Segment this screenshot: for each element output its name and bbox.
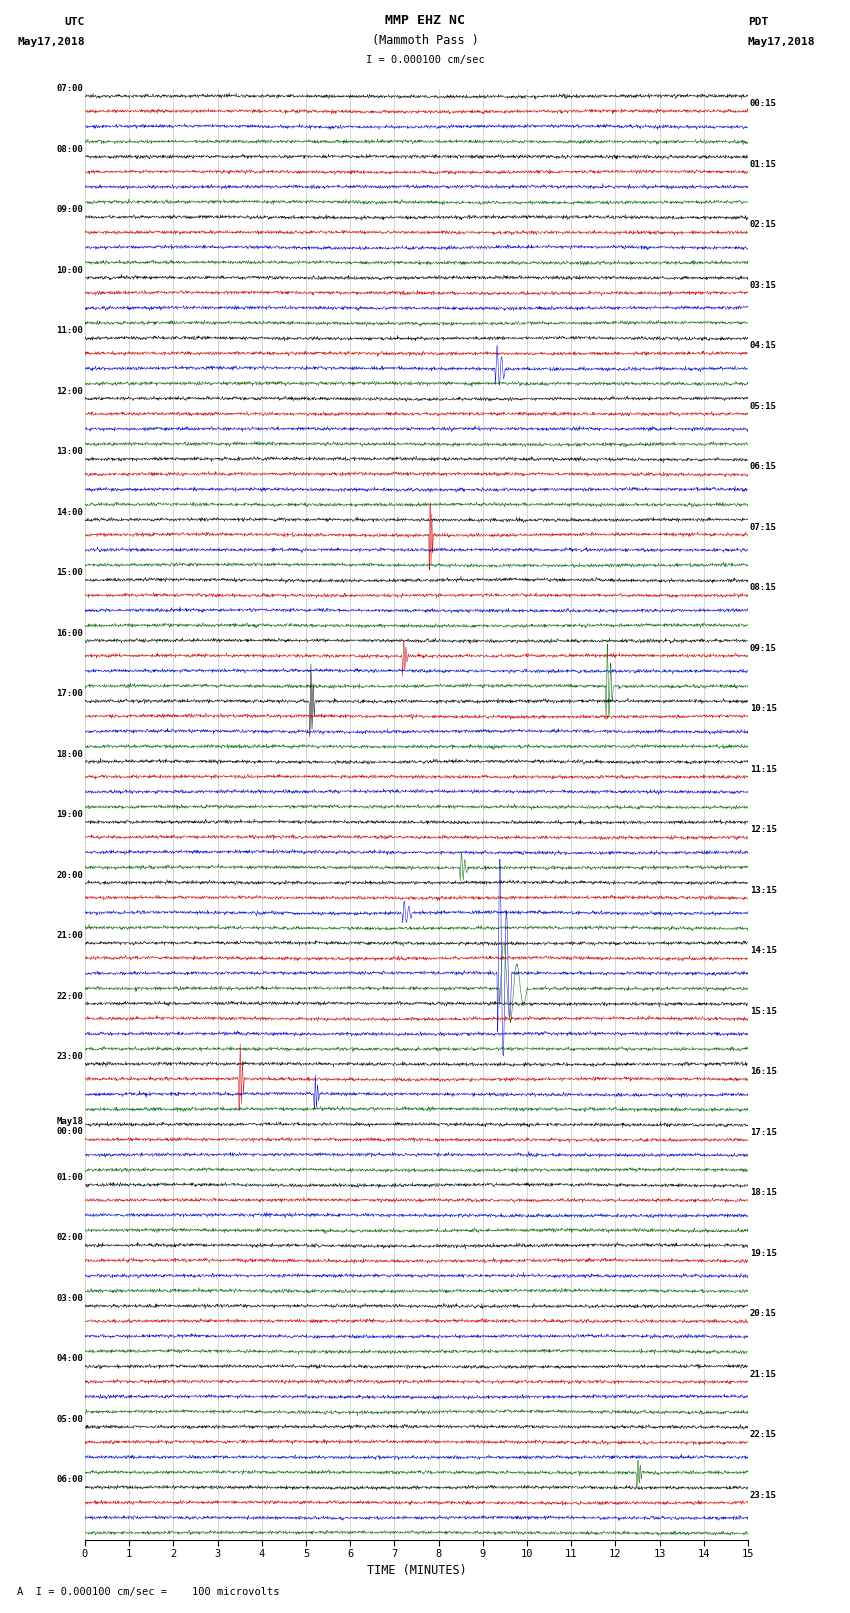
- Text: 10:00: 10:00: [56, 266, 83, 274]
- Text: 03:15: 03:15: [750, 281, 777, 290]
- Text: 20:00: 20:00: [56, 871, 83, 879]
- Text: 14:00: 14:00: [56, 508, 83, 516]
- Text: 14:15: 14:15: [750, 947, 777, 955]
- Text: 03:00: 03:00: [56, 1294, 83, 1303]
- Text: 06:00: 06:00: [56, 1476, 83, 1484]
- Text: 23:15: 23:15: [750, 1490, 777, 1500]
- Text: MMP EHZ NC: MMP EHZ NC: [385, 15, 465, 27]
- Text: 13:15: 13:15: [750, 886, 777, 895]
- Text: 00:15: 00:15: [750, 100, 777, 108]
- Text: May17,2018: May17,2018: [18, 37, 85, 47]
- Text: 17:15: 17:15: [750, 1127, 777, 1137]
- Text: 19:15: 19:15: [750, 1248, 777, 1258]
- Text: 08:00: 08:00: [56, 145, 83, 153]
- Text: 19:00: 19:00: [56, 810, 83, 819]
- Text: 20:15: 20:15: [750, 1310, 777, 1318]
- Text: 01:15: 01:15: [750, 160, 777, 169]
- Text: 01:00: 01:00: [56, 1173, 83, 1182]
- Text: UTC: UTC: [65, 18, 85, 27]
- Text: 17:00: 17:00: [56, 689, 83, 698]
- Text: 11:15: 11:15: [750, 765, 777, 774]
- Text: 16:15: 16:15: [750, 1068, 777, 1076]
- Text: 04:00: 04:00: [56, 1355, 83, 1363]
- Text: May18: May18: [56, 1116, 83, 1126]
- Text: 09:15: 09:15: [750, 644, 777, 653]
- Text: 15:15: 15:15: [750, 1007, 777, 1016]
- Text: 06:15: 06:15: [750, 463, 777, 471]
- Text: 10:15: 10:15: [750, 705, 777, 713]
- Text: 22:15: 22:15: [750, 1431, 777, 1439]
- Text: 18:15: 18:15: [750, 1189, 777, 1197]
- Text: 13:00: 13:00: [56, 447, 83, 456]
- Text: 23:00: 23:00: [56, 1052, 83, 1061]
- Text: 21:00: 21:00: [56, 931, 83, 940]
- Text: 11:00: 11:00: [56, 326, 83, 336]
- Text: 21:15: 21:15: [750, 1369, 777, 1379]
- Text: 16:00: 16:00: [56, 629, 83, 637]
- Text: 12:00: 12:00: [56, 387, 83, 395]
- Text: 05:15: 05:15: [750, 402, 777, 411]
- Text: A  I = 0.000100 cm/sec =    100 microvolts: A I = 0.000100 cm/sec = 100 microvolts: [17, 1587, 280, 1597]
- Text: 07:15: 07:15: [750, 523, 777, 532]
- Text: 07:00: 07:00: [56, 84, 83, 94]
- Text: I = 0.000100 cm/sec: I = 0.000100 cm/sec: [366, 55, 484, 65]
- Text: 18:00: 18:00: [56, 750, 83, 758]
- Text: 02:15: 02:15: [750, 221, 777, 229]
- Text: 05:00: 05:00: [56, 1415, 83, 1424]
- Text: May17,2018: May17,2018: [748, 37, 815, 47]
- X-axis label: TIME (MINUTES): TIME (MINUTES): [366, 1565, 467, 1578]
- Text: PDT: PDT: [748, 18, 768, 27]
- Text: 02:00: 02:00: [56, 1234, 83, 1242]
- Text: 04:15: 04:15: [750, 342, 777, 350]
- Text: 22:00: 22:00: [56, 992, 83, 1000]
- Text: 09:00: 09:00: [56, 205, 83, 215]
- Text: (Mammoth Pass ): (Mammoth Pass ): [371, 34, 479, 47]
- Text: 12:15: 12:15: [750, 826, 777, 834]
- Text: 08:15: 08:15: [750, 584, 777, 592]
- Text: 15:00: 15:00: [56, 568, 83, 577]
- Text: 00:00: 00:00: [56, 1126, 83, 1136]
